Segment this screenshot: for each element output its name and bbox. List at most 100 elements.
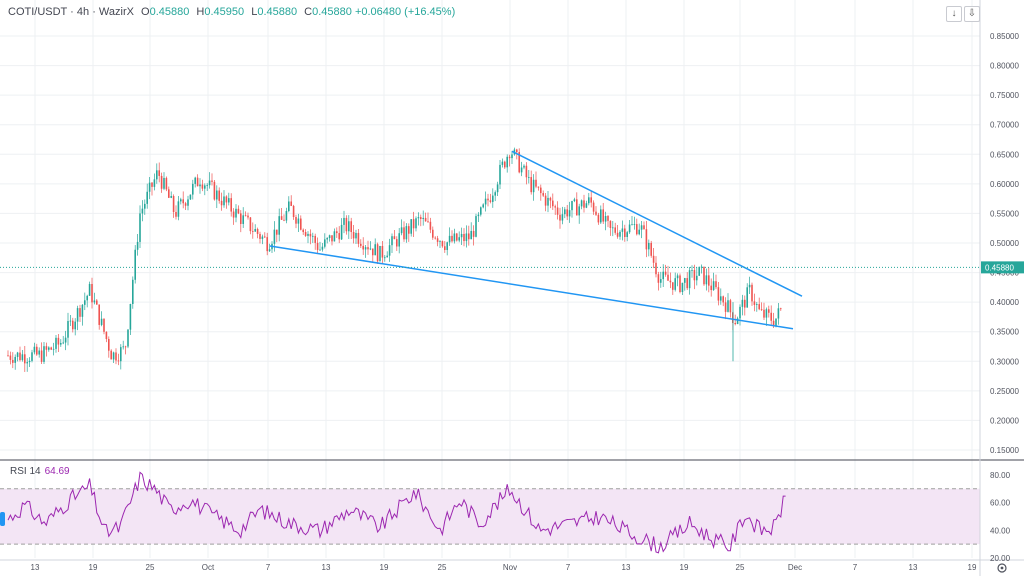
candle-body	[480, 207, 482, 215]
panel-handle[interactable]	[0, 512, 5, 526]
candle-body	[453, 233, 456, 242]
candle-body	[108, 339, 110, 351]
rsi-line	[7, 471, 786, 554]
candle-body	[583, 200, 585, 208]
candle-body	[544, 195, 547, 206]
candle-body	[624, 228, 626, 237]
candle-body	[530, 177, 532, 193]
candle-body	[688, 270, 691, 289]
candle-body	[780, 308, 782, 310]
candle-body	[285, 211, 288, 221]
candle-body	[494, 192, 496, 196]
candle-body	[391, 236, 393, 246]
candle-body	[386, 255, 388, 258]
candle-body	[511, 154, 513, 159]
candle-body	[528, 177, 530, 178]
candle-body	[573, 199, 576, 202]
candle-body	[343, 217, 345, 225]
y-tick-label: 0.30000	[990, 357, 1019, 366]
candle-body	[655, 262, 657, 275]
candle-body	[520, 167, 523, 173]
open-value: 0.45880	[149, 6, 190, 18]
candle-body	[160, 175, 163, 189]
candle-body	[602, 209, 604, 222]
candle-body	[439, 241, 441, 242]
candle-body	[420, 217, 422, 220]
x-tick-label: 25	[146, 563, 155, 572]
candle-body	[470, 230, 472, 240]
candle-body	[124, 346, 127, 348]
rsi-value: 64.69	[44, 466, 70, 477]
candle-body	[240, 213, 242, 224]
candle-body	[223, 196, 225, 206]
candle-body	[775, 318, 777, 326]
candle-body	[266, 237, 268, 252]
candle-body	[477, 214, 480, 217]
candle-body	[91, 283, 93, 303]
candle-body	[585, 203, 588, 208]
candle-body	[451, 235, 453, 242]
candle-body	[74, 321, 76, 330]
candle-body	[772, 320, 775, 326]
y-tick-label: 0.15000	[990, 446, 1019, 455]
y-tick-label: 0.60000	[990, 180, 1019, 189]
candle-body	[189, 194, 192, 200]
candle-body	[16, 352, 19, 357]
candle-body	[273, 229, 276, 244]
candle-body	[139, 213, 141, 242]
candle-body	[321, 246, 324, 250]
candle-body	[76, 308, 79, 322]
y-tick-label: 0.65000	[990, 150, 1019, 159]
arrow-down-icon[interactable]: ⇩	[964, 6, 980, 22]
candle-body	[278, 216, 280, 235]
candle-body	[60, 342, 62, 345]
candle-body	[698, 266, 700, 276]
candle-body	[69, 320, 72, 322]
candle-body	[38, 350, 40, 355]
gear-icon[interactable]	[997, 563, 1007, 573]
candle-body	[588, 197, 590, 204]
lower-trendline	[269, 245, 794, 330]
candle-body	[175, 211, 177, 217]
rsi-tick-label: 80.00	[990, 471, 1011, 480]
candle-body	[556, 207, 559, 215]
candle-body	[340, 224, 343, 240]
candle-body	[201, 184, 204, 189]
candle-body	[316, 242, 319, 250]
candle-body	[252, 231, 254, 232]
x-tick-label: 19	[380, 563, 389, 572]
candle-body	[703, 266, 705, 285]
candle-body	[350, 221, 352, 233]
candle-body	[681, 282, 684, 293]
candle-body	[177, 201, 180, 217]
candle-body	[604, 215, 607, 222]
candle-body	[696, 275, 698, 281]
candle-body	[657, 274, 660, 283]
x-tick-label: 7	[566, 563, 571, 572]
x-tick-label: Dec	[788, 563, 802, 572]
candle-body	[115, 352, 117, 361]
candle-body	[679, 275, 681, 293]
candle-body	[751, 284, 753, 302]
candle-body	[405, 226, 408, 240]
candle-body	[720, 296, 722, 301]
candle-body	[62, 342, 64, 344]
candle-body	[314, 235, 316, 243]
candle-body	[26, 362, 28, 364]
candle-body	[244, 215, 247, 217]
rsi-legend: RSI 14 64.69	[10, 466, 70, 477]
candle-body	[638, 229, 640, 235]
candle-body	[597, 214, 600, 223]
candle-body	[163, 177, 165, 189]
candle-body	[412, 219, 415, 229]
arrow-down-icon[interactable]: ↓	[946, 6, 962, 22]
candle-body	[652, 255, 655, 263]
y-tick-label: 0.20000	[990, 416, 1019, 425]
candle-body	[765, 309, 768, 318]
candle-body	[612, 227, 614, 229]
candle-body	[446, 242, 448, 251]
candle-body	[331, 235, 333, 242]
candle-body	[460, 233, 463, 238]
candle-body	[700, 266, 703, 268]
price-badge	[981, 261, 1024, 274]
